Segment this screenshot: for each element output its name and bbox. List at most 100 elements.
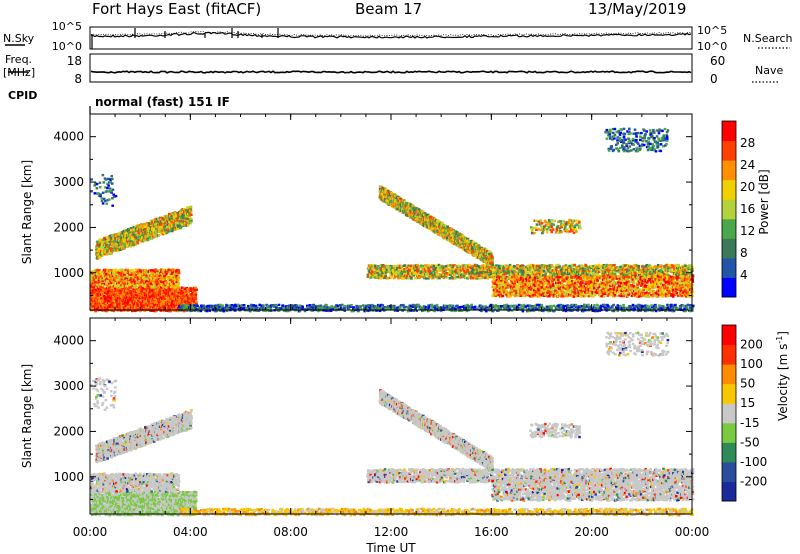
power-cell [177, 284, 180, 286]
power-cell [420, 265, 423, 267]
power-cell [296, 304, 299, 306]
nsky-trace [91, 32, 691, 38]
power-cell [179, 227, 182, 229]
power-cell [650, 304, 653, 306]
power-cell [607, 305, 610, 307]
power-cell [112, 194, 115, 196]
freq-trace [91, 71, 691, 73]
power-cell [344, 305, 347, 307]
power-cell [282, 304, 285, 306]
power-cell [689, 304, 692, 306]
power-cell [371, 270, 374, 272]
power-cell [331, 306, 334, 308]
power-cell [436, 271, 439, 273]
power-cell [471, 306, 474, 308]
power-cell [550, 305, 553, 307]
power-cell [109, 187, 112, 189]
power-cell [470, 304, 473, 306]
power-cell [190, 214, 193, 216]
power-cell [655, 305, 658, 307]
power-cell [648, 305, 651, 307]
power-cell [404, 264, 407, 266]
power-cell [140, 285, 143, 287]
freq-tick-bottom: 8 [74, 72, 82, 86]
power-cell [428, 306, 431, 308]
power-cell [387, 277, 390, 279]
power-cell [399, 306, 402, 308]
power-cell [195, 287, 198, 289]
power-cell [107, 184, 110, 186]
power-cell [190, 206, 193, 208]
power-cell [154, 234, 157, 236]
power-cell [131, 269, 134, 271]
power-cell [403, 306, 406, 308]
power-cell [283, 307, 286, 309]
power-cell [96, 183, 99, 185]
power-cell [341, 304, 344, 306]
power-cell [115, 195, 118, 197]
power-cell [370, 276, 373, 278]
power-cell [177, 282, 180, 284]
power-cell [632, 304, 635, 306]
power-cell [175, 273, 178, 275]
power-cell [301, 306, 304, 308]
power-cell [241, 307, 244, 309]
power-cell [99, 186, 102, 188]
power-cell [374, 265, 377, 267]
power-cell [374, 305, 377, 307]
power-cell [103, 181, 106, 183]
power-cell [350, 304, 353, 306]
power-cell [178, 276, 181, 278]
power-cell [450, 274, 453, 276]
power-cell [510, 305, 513, 307]
power-cell [400, 265, 403, 267]
power-cell [687, 304, 690, 306]
power-cell [522, 273, 525, 275]
power-cell [400, 304, 403, 306]
power-cell [452, 305, 455, 307]
power-cell [102, 192, 105, 194]
power-cell [166, 282, 169, 284]
power-cell [195, 291, 198, 293]
nave-tick-bottom: 0 [710, 72, 718, 86]
power-cell [262, 304, 265, 306]
power-cell [593, 304, 596, 306]
power-cell [436, 304, 439, 306]
power-cell [90, 190, 93, 192]
power-cell [178, 269, 181, 271]
power-cell [105, 178, 108, 180]
power-cell [221, 304, 224, 306]
noise-tick-left-top: 10^5 [52, 20, 82, 33]
power-cell [429, 270, 432, 272]
power-cell [136, 241, 139, 243]
power-cell [686, 307, 689, 309]
power-cell [243, 304, 246, 306]
power-cell [112, 189, 115, 191]
power-cell [587, 304, 590, 306]
power-cell [641, 305, 644, 307]
power-cell [278, 304, 281, 306]
power-cell [155, 285, 158, 287]
power-cell [190, 210, 193, 212]
power-cell [247, 305, 250, 307]
power-cell [110, 175, 113, 177]
power-cell [479, 277, 482, 279]
power-cell [99, 193, 102, 195]
power-cell [410, 277, 413, 279]
power-cell [158, 269, 161, 271]
power-cell [474, 306, 477, 308]
power-cell [96, 187, 99, 189]
power-cell [325, 304, 328, 306]
power-cell [414, 277, 417, 279]
power-cell [481, 264, 484, 266]
power-cell [393, 305, 396, 307]
power-cell [190, 220, 193, 222]
power-cell [568, 305, 571, 307]
power-cell [102, 174, 105, 176]
power-cell [196, 305, 199, 307]
power-cell [108, 198, 111, 200]
power-cell [106, 203, 109, 205]
power-cell [253, 304, 256, 306]
power-cell [111, 182, 114, 184]
